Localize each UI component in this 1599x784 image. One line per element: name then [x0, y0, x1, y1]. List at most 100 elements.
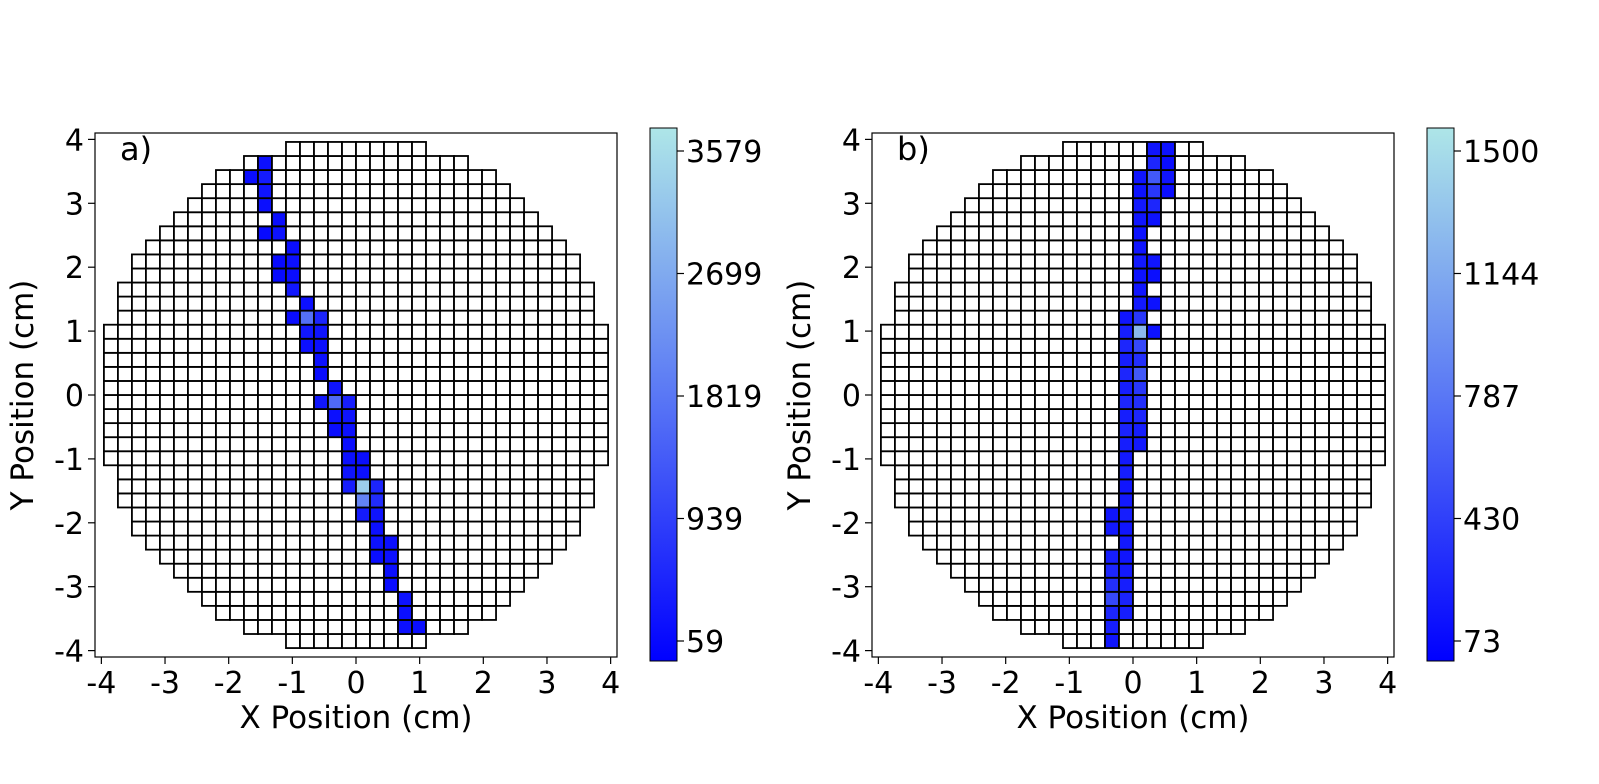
detector-pixel	[285, 337, 301, 354]
detector-pixel	[467, 394, 483, 410]
detector-pixel	[1048, 183, 1064, 200]
detector-pixel	[495, 520, 511, 537]
hit-pixel	[1104, 562, 1120, 579]
detector-pixel	[1216, 450, 1232, 467]
detector-pixel	[894, 309, 910, 326]
detector-pixel	[1216, 478, 1232, 495]
detector-pixel	[187, 323, 203, 340]
detector-pixel	[327, 633, 343, 649]
detector-pixel	[397, 576, 413, 593]
detector-pixel	[299, 394, 315, 410]
detector-pixel	[1216, 506, 1232, 523]
detector-pixel	[1188, 323, 1204, 340]
hit-pixel	[285, 239, 301, 256]
detector-pixel	[1328, 309, 1344, 326]
detector-pixel	[173, 380, 189, 396]
detector-pixel	[467, 548, 483, 565]
detector-pixel	[1174, 562, 1190, 579]
detector-pixel	[579, 478, 595, 495]
detector-pixel	[1020, 408, 1036, 425]
detector-pixel	[1034, 155, 1050, 171]
detector-pixel	[1258, 351, 1274, 368]
hit-pixel	[1104, 590, 1120, 607]
detector-pixel	[1090, 197, 1106, 214]
detector-pixel	[1048, 562, 1064, 579]
detector-pixel	[1006, 351, 1022, 368]
detector-pixel	[1090, 464, 1106, 481]
detector-pixel	[1062, 155, 1078, 171]
detector-pixel	[285, 548, 301, 565]
detector-pixel	[313, 450, 329, 467]
detector-pixel	[1188, 633, 1204, 649]
detector-pixel	[229, 478, 245, 495]
detector-pixel	[453, 492, 469, 509]
detector-pixel	[383, 239, 399, 256]
detector-pixel	[355, 436, 371, 453]
y-tick-label: 2	[842, 251, 861, 286]
detector-pixel	[509, 408, 525, 425]
detector-pixel	[880, 450, 896, 467]
detector-pixel	[1216, 576, 1232, 593]
detector-pixel	[936, 337, 952, 354]
detector-pixel	[1202, 520, 1218, 537]
detector-pixel	[369, 394, 385, 410]
detector-pixel	[495, 225, 511, 242]
detector-pixel	[1034, 534, 1050, 551]
detector-pixel	[243, 225, 259, 242]
detector-pixel	[173, 534, 189, 551]
detector-pixel	[1146, 239, 1162, 256]
detector-pixel	[1244, 267, 1260, 284]
detector-pixel	[145, 478, 161, 495]
detector-pixel	[1174, 365, 1190, 382]
detector-pixel	[341, 337, 357, 354]
detector-pixel	[481, 450, 497, 467]
detector-pixel	[1160, 562, 1176, 579]
detector-pixel	[215, 562, 231, 579]
detector-pixel	[327, 365, 343, 382]
detector-pixel	[1202, 169, 1218, 186]
detector-pixel	[285, 380, 301, 396]
detector-pixel	[467, 281, 483, 298]
detector-pixel	[145, 436, 161, 453]
detector-pixel	[964, 337, 980, 354]
detector-pixel	[495, 576, 511, 593]
detector-pixel	[257, 267, 273, 284]
detector-pixel	[411, 436, 427, 453]
hit-pixel	[1118, 436, 1134, 453]
x-tick-label: -2	[214, 666, 244, 701]
hit-pixel	[1118, 450, 1134, 467]
detector-pixel	[1300, 323, 1316, 340]
detector-pixel	[537, 548, 553, 565]
detector-pixel	[579, 450, 595, 467]
detector-pixel	[229, 590, 245, 607]
detector-pixel	[243, 309, 259, 326]
detector-pixel	[369, 436, 385, 453]
detector-pixel	[229, 239, 245, 256]
detector-pixel	[299, 478, 315, 495]
hit-pixel	[1146, 183, 1162, 200]
detector-pixel	[327, 464, 343, 481]
colorbar-a	[649, 127, 678, 662]
hit-pixel	[341, 394, 357, 410]
detector-pixel	[1020, 548, 1036, 565]
detector-pixel	[1230, 520, 1246, 537]
detector-pixel	[908, 478, 924, 495]
detector-pixel	[922, 506, 938, 523]
hit-pixel	[1118, 520, 1134, 537]
hit-pixel	[327, 422, 343, 439]
detector-pixel	[383, 211, 399, 228]
detector-pixel	[383, 619, 399, 635]
detector-pixel	[1258, 239, 1274, 256]
detector-pixel	[397, 211, 413, 228]
detector-pixel	[950, 478, 966, 495]
detector-pixel	[439, 351, 455, 368]
detector-pixel	[355, 590, 371, 607]
detector-pixel	[950, 408, 966, 425]
detector-pixel	[173, 548, 189, 565]
detector-pixel	[978, 380, 994, 396]
detector-pixel	[593, 365, 609, 382]
detector-pixel	[215, 337, 231, 354]
detector-pixel	[439, 239, 455, 256]
detector-pixel	[299, 183, 315, 200]
detector-pixel	[1202, 155, 1218, 171]
